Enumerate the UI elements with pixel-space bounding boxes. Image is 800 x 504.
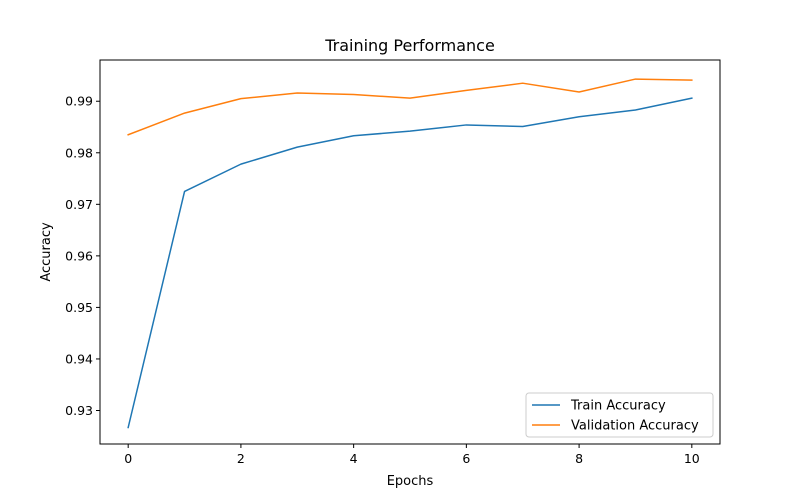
legend-label-train: Train Accuracy xyxy=(570,399,666,414)
legend: Train Accuracy Validation Accuracy xyxy=(525,392,714,438)
y-axis-label: Accuracy xyxy=(39,222,54,282)
legend-box xyxy=(525,392,714,438)
y-tick-label: 0.94 xyxy=(65,351,93,366)
x-tick-label: 2 xyxy=(237,451,245,466)
x-tick-label: 0 xyxy=(124,451,132,466)
legend-label-validation: Validation Accuracy xyxy=(571,419,699,434)
y-tick-label: 0.95 xyxy=(65,300,93,315)
series-line-train xyxy=(127,97,693,429)
y-tick-label: 0.96 xyxy=(65,248,93,263)
x-tick-label: 8 xyxy=(575,451,583,466)
y-tick-label: 0.98 xyxy=(65,145,93,160)
y-tick-label: 0.97 xyxy=(65,197,93,212)
ticks-layer: 0 2 4 6 8 10 0.93 0.94 0.95 0.96 0.97 0.98 0.99 xyxy=(65,94,700,466)
y-tick-label: 0.93 xyxy=(65,403,93,418)
x-tick-label: 10 xyxy=(684,451,700,466)
x-tick-label: 6 xyxy=(462,451,470,466)
x-tick-label: 4 xyxy=(350,451,358,466)
series-layer xyxy=(127,78,693,429)
series-line-validation xyxy=(127,78,693,136)
y-tick-label: 0.99 xyxy=(65,94,93,109)
x-axis-label: Epochs xyxy=(387,474,434,489)
plot-frame xyxy=(99,59,721,445)
chart-title: Training Performance xyxy=(324,36,495,55)
